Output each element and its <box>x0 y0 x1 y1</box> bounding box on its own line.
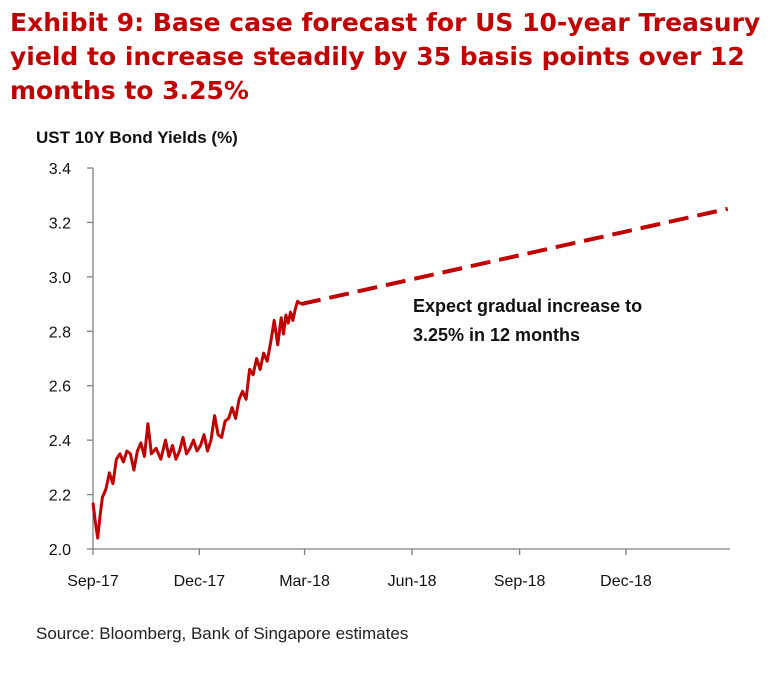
y-tick-label: 3.4 <box>49 161 71 178</box>
forecast-annotation: Expect gradual increase to 3.25% in 12 m… <box>413 296 643 345</box>
y-tick-label: 3.0 <box>49 270 71 287</box>
x-tick-label: Dec-17 <box>174 573 226 590</box>
x-tick-label: Dec-18 <box>600 573 652 590</box>
historical-yield-line <box>91 299 302 540</box>
chart-title: Exhibit 9: Base case forecast for US 10-… <box>10 8 761 105</box>
forecast-line <box>300 206 729 307</box>
source-note: Source: Bloomberg, Bank of Singapore est… <box>36 624 409 643</box>
y-tick-label: 3.2 <box>49 215 71 232</box>
y-tick-label: 2.6 <box>49 379 71 396</box>
y-axis-label: UST 10Y Bond Yields (%) <box>36 128 238 147</box>
y-tick-label: 2.2 <box>49 488 71 505</box>
x-tick-label: Jun-18 <box>388 573 437 590</box>
x-tick-label: Mar-18 <box>279 573 330 590</box>
y-tick-label: 2.4 <box>49 433 71 450</box>
x-tick-label: Sep-17 <box>67 573 119 590</box>
x-tick-label: Sep-18 <box>494 573 546 590</box>
y-tick-label: 2.8 <box>49 324 71 341</box>
y-tick-label: 2.0 <box>49 542 71 559</box>
